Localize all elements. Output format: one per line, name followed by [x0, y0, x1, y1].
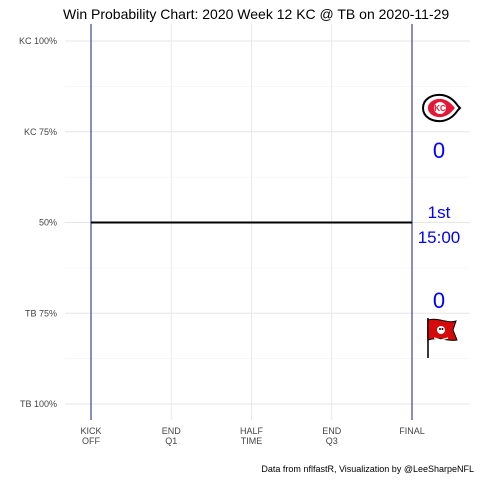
x-tick-label: END Q3	[322, 426, 342, 446]
chart-title: Win Probability Chart: 2020 Week 12 KC @…	[63, 6, 449, 22]
x-tick-label: HALF TIME	[240, 426, 264, 446]
game-clock: 15:00	[418, 228, 461, 247]
y-tick-label: 50%	[39, 218, 57, 228]
chart-caption: Data from nflfastR, Visualization by @Le…	[261, 464, 474, 474]
tb-score: 0	[433, 288, 445, 313]
game-quarter: 1st	[428, 203, 451, 222]
y-tick-label: TB 75%	[25, 308, 57, 318]
x-axis-ticks: KICK OFF END Q1 HALF TIME END Q3 FINAL	[80, 426, 424, 446]
buccaneers-logo-icon	[427, 318, 458, 358]
chiefs-logo-icon: KC	[421, 93, 462, 123]
y-tick-label: KC 75%	[24, 127, 57, 137]
y-axis-ticks: KC 100% KC 75% 50% TB 75% TB 100%	[19, 36, 57, 409]
svg-text:KC: KC	[434, 104, 446, 113]
x-tick-label: KICK OFF	[80, 426, 101, 446]
y-tick-label: TB 100%	[20, 399, 57, 409]
kc-score: 0	[433, 138, 445, 163]
x-tick-label: END Q1	[162, 426, 182, 446]
y-tick-label: KC 100%	[19, 36, 57, 46]
x-tick-label: FINAL	[399, 426, 425, 436]
